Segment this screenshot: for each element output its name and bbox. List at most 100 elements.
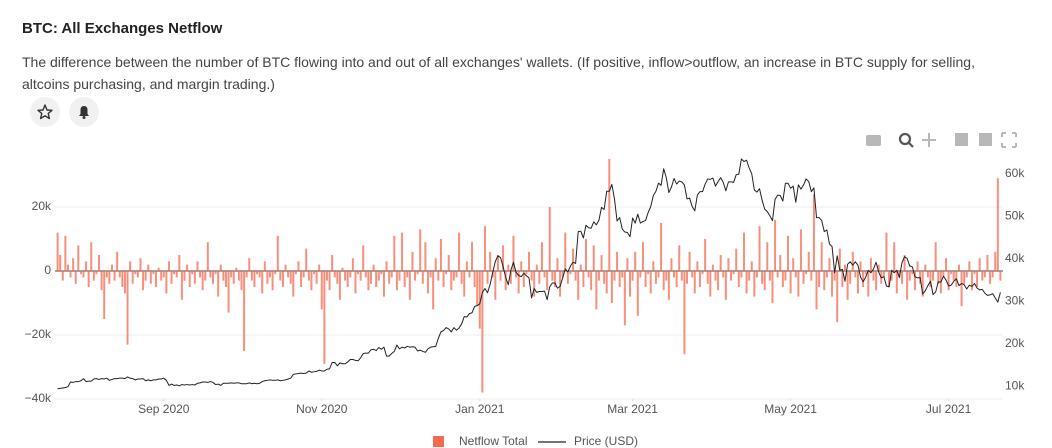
zoom-button[interactable] (898, 132, 912, 146)
bar (838, 248, 841, 271)
bar (354, 271, 357, 294)
bar (942, 271, 945, 278)
bar (74, 271, 77, 284)
bar (781, 271, 784, 287)
bar (825, 271, 828, 278)
bar (406, 271, 409, 278)
bar (906, 271, 909, 300)
bar (592, 245, 595, 271)
bar (833, 271, 836, 281)
bar (129, 261, 132, 271)
bar (313, 271, 316, 275)
bar (805, 271, 808, 275)
bar (851, 251, 854, 271)
bar (235, 267, 238, 271)
bar (364, 271, 367, 278)
bar (717, 271, 720, 291)
bar (846, 271, 849, 300)
bar (502, 245, 505, 271)
bell-icon (79, 106, 89, 119)
bar (105, 271, 108, 278)
bar (693, 271, 696, 294)
bar (142, 271, 145, 291)
bar (372, 264, 375, 271)
price-line (57, 158, 1001, 390)
bar (908, 271, 911, 281)
bar (72, 258, 75, 271)
bar (243, 271, 246, 351)
bar (489, 251, 492, 271)
bar (297, 261, 300, 271)
bar (631, 271, 634, 281)
bar (256, 271, 259, 275)
bar (983, 271, 986, 278)
bar (608, 159, 611, 271)
bar (515, 271, 518, 278)
bar (945, 258, 948, 271)
bar (686, 271, 688, 284)
bar (748, 271, 751, 281)
bar (201, 271, 204, 291)
reset-button[interactable] (1001, 132, 1017, 148)
bar (445, 271, 448, 275)
bar (165, 271, 168, 294)
alert-button[interactable] (69, 97, 99, 127)
x-tick-label: Jan 2021 (455, 402, 505, 416)
bar (325, 271, 328, 281)
bar (152, 271, 155, 275)
bar (900, 271, 903, 284)
bar (652, 261, 655, 271)
bar (82, 271, 85, 278)
bar (458, 232, 461, 271)
bar (636, 271, 639, 316)
bar (98, 255, 101, 271)
zoom-in-button[interactable] (955, 133, 968, 146)
bar (551, 271, 554, 281)
bar (888, 271, 891, 287)
bar (647, 271, 650, 275)
bar (520, 261, 523, 271)
bar (346, 271, 349, 287)
bar (662, 271, 665, 291)
bar (219, 264, 222, 271)
bar (437, 271, 440, 281)
bar (56, 232, 59, 271)
bar (564, 232, 567, 271)
bar (973, 271, 976, 275)
bar (525, 271, 528, 275)
bar (517, 271, 520, 294)
legend-label: Netflow Total (459, 434, 527, 448)
bar (709, 271, 712, 297)
bar (722, 271, 725, 278)
bar (486, 271, 489, 284)
bar (452, 271, 455, 281)
bar (320, 271, 323, 310)
bar (92, 271, 95, 281)
zoom-out-button[interactable] (979, 133, 992, 146)
bar (579, 264, 582, 271)
bar (758, 226, 761, 271)
bar (126, 271, 129, 345)
favorite-button[interactable] (30, 97, 60, 127)
bar (206, 242, 209, 271)
bar (540, 242, 543, 271)
y2-tick-label: 10k (1005, 378, 1025, 392)
bar (698, 271, 701, 287)
camera-button[interactable] (866, 135, 881, 146)
pan-button[interactable] (922, 133, 936, 147)
bar (947, 271, 950, 291)
bar (678, 245, 681, 271)
bar (952, 271, 955, 281)
bar (991, 271, 994, 278)
bar (77, 245, 80, 271)
bar (740, 271, 743, 278)
bar (670, 258, 673, 271)
bar (535, 264, 538, 271)
bar (569, 271, 572, 275)
bar (989, 271, 992, 284)
bar (131, 271, 134, 284)
bar (199, 271, 202, 278)
grid (55, 206, 1003, 400)
bar (810, 271, 813, 281)
bar (667, 271, 670, 300)
